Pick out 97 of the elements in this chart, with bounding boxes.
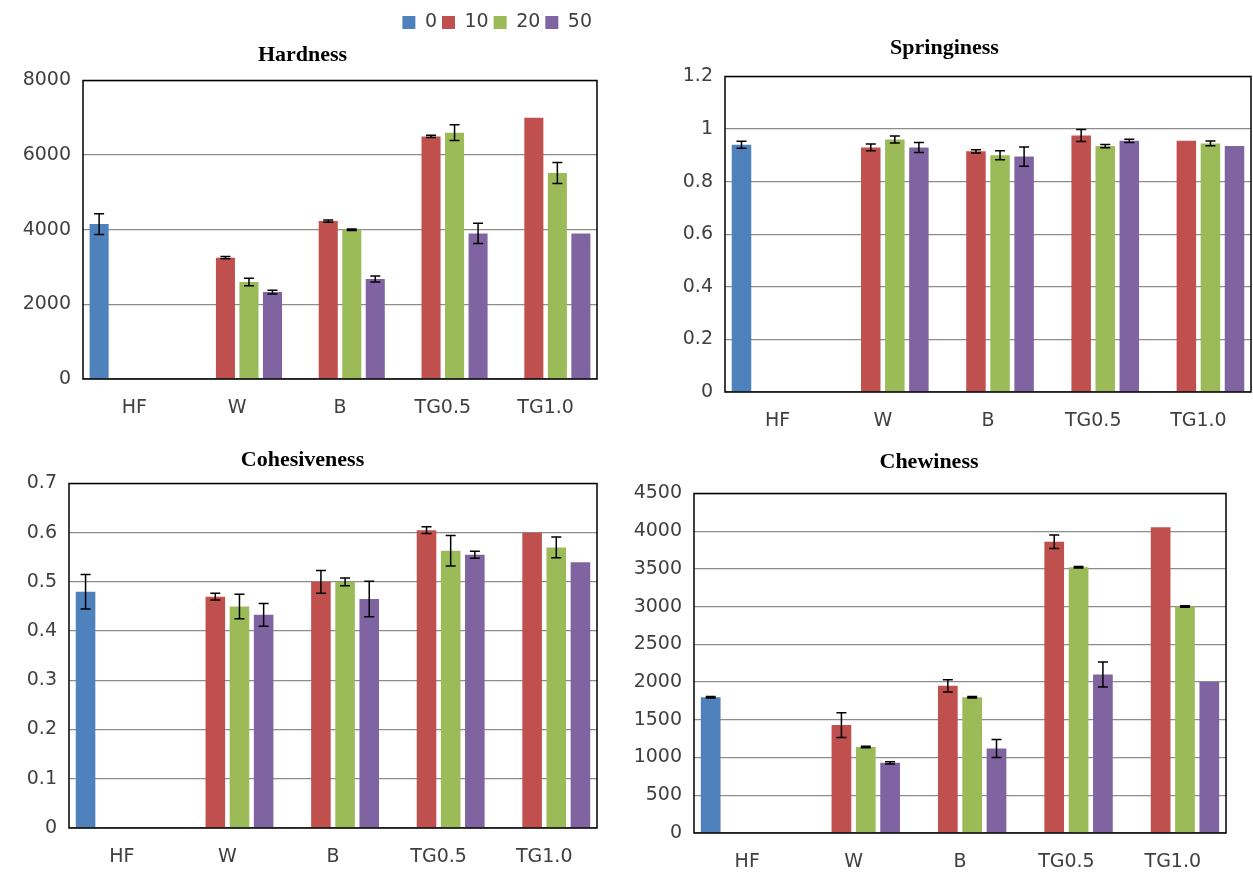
legend-label: 10 [464,9,489,32]
x-tick-label: W [227,395,247,418]
y-tick-label: 1 [700,115,713,138]
x-tick-label: W [873,408,893,431]
bar [89,224,109,379]
y-tick-label: 0.8 [682,168,713,191]
x-tick-label: W [218,844,237,867]
x-tick-label: TG1.0 [1143,849,1202,872]
bar [571,233,591,379]
x-tick-label: B [953,849,967,872]
bar [937,685,958,833]
x-tick-label: TG0.5 [1063,408,1122,431]
y-tick-label: 500 [645,782,682,805]
x-tick-label: B [326,844,340,867]
chart-title: Chewiness [879,447,979,473]
y-tick-label: 0.2 [26,716,57,739]
bar [831,725,852,833]
y-tick-label: 0.4 [26,618,57,641]
bar [318,221,338,379]
x-tick-label: TG1.0 [514,844,573,867]
y-tick-label: 2000 [633,669,682,691]
bar [239,281,259,379]
y-tick-label: 8000 [22,67,71,90]
y-tick-label: 2000 [22,291,71,314]
y-tick-label: 0.5 [26,568,57,591]
x-tick-label: B [981,408,995,431]
x-tick-label: TG1.0 [516,395,574,418]
bar [880,762,900,833]
y-tick-label: 0.4 [682,273,713,296]
y-tick-label: 4000 [22,216,71,239]
bar [365,278,385,379]
chart-title: Hardness [257,40,348,66]
bar [75,591,96,828]
bar [546,547,567,828]
bar [440,550,461,828]
bar [855,746,876,833]
chart-title: Cohesiveness [240,445,365,471]
legend-label: 50 [567,9,593,32]
y-tick-label: 0 [700,378,713,401]
y-tick-label: 0.1 [26,765,57,788]
legend-label: 0 [424,9,437,32]
x-tick-label: HF [109,844,135,867]
x-tick-label: B [333,395,347,418]
y-tick-label: 3000 [633,593,682,616]
bar [1175,606,1195,833]
y-tick-label: 1000 [633,744,682,767]
bar [465,554,485,828]
bar [229,606,250,828]
bar [253,614,274,828]
bar [359,599,380,828]
bar [445,132,465,379]
y-tick-label: 0.2 [682,326,713,349]
y-tick-label: 0 [669,819,682,842]
y-tick-label: 2500 [633,631,682,654]
x-tick-label: HF [734,849,760,872]
bar [335,581,355,828]
bar [1044,541,1065,833]
y-tick-label: 4000 [633,518,682,541]
bar [524,117,544,379]
y-tick-label: 0.6 [26,519,57,542]
y-tick-label: 1500 [633,706,682,729]
bar [570,562,591,828]
bar [522,532,542,828]
bar [1150,527,1171,833]
bar [421,136,441,379]
bar [416,530,437,828]
y-tick-label: 0 [44,814,57,837]
y-tick-label: 1.2 [682,63,713,86]
x-tick-label: TG1.0 [1169,408,1227,431]
x-tick-label: TG0.5 [409,844,467,867]
bar [962,697,983,833]
x-tick-label: TG0.5 [1037,849,1095,872]
x-tick-label: TG0.5 [413,395,472,418]
chart-title: Springiness [890,33,1000,59]
bar [342,229,362,379]
bar [986,748,1007,833]
y-tick-label: 0.3 [26,667,57,690]
y-tick-label: 0 [58,365,71,388]
bar [468,233,488,379]
bar [215,257,235,379]
bar [547,172,567,379]
legend-label: 20 [516,9,541,32]
x-tick-label: HF [121,395,148,418]
bar [700,697,721,833]
y-tick-label: 0.7 [26,470,57,493]
bar [205,596,226,828]
bar [1199,682,1220,833]
bar [1068,567,1089,833]
x-tick-label: W [844,849,864,872]
y-tick-label: 6000 [22,141,71,164]
bar [262,292,282,379]
bar [311,581,331,828]
y-tick-label: 3500 [633,555,682,578]
x-tick-label: HF [764,408,791,431]
bar [1093,674,1113,833]
y-tick-label: 4500 [633,480,682,503]
y-tick-label: 0.6 [682,221,713,244]
